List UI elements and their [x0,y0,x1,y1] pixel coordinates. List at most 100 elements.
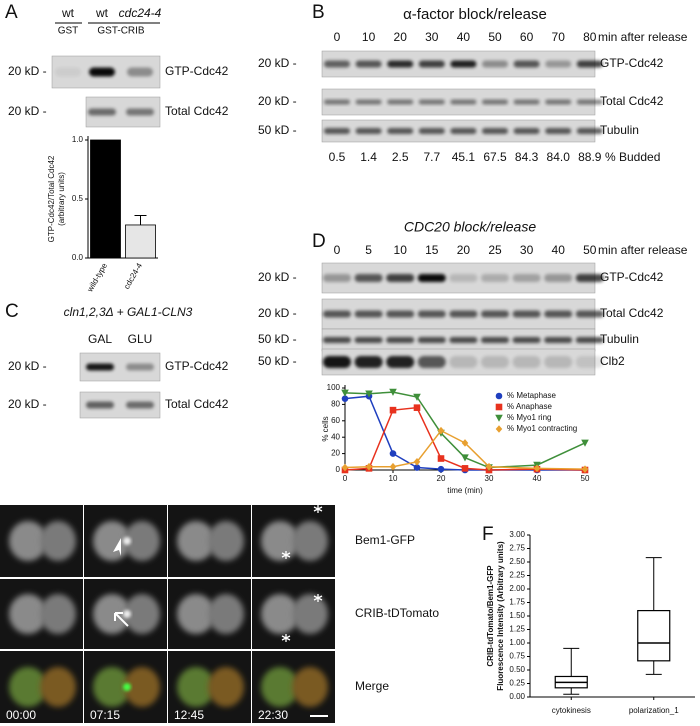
data-point [413,458,421,466]
blot-band [482,60,508,68]
blot-label: Tubulin [600,332,639,346]
y-tick-label: 0.25 [509,679,525,688]
y-tick-label: 60 [331,416,340,425]
blot-band [387,128,414,134]
y-tick-label: 0.0 [72,253,84,262]
blot-band [386,337,415,343]
data-point [413,464,421,471]
y-tick-label: 0 [336,465,341,474]
blot-label: Total Cdc42 [165,397,229,411]
cell [261,594,299,634]
x-tick-label: 10 [389,474,398,483]
blot-band [575,274,604,282]
blot-band [324,128,350,134]
y-tick-label: 1.00 [509,638,525,647]
blot-label: GTP-Cdc42 [600,56,664,70]
data-point [341,389,349,397]
blot-band [418,60,445,68]
data-point [581,465,589,473]
lane-label: cdc24-4 [119,6,162,20]
blot-band [544,310,573,318]
blot-band [482,99,508,105]
time-label: 15 [425,243,439,257]
data-point [437,426,445,435]
cell [292,594,328,634]
bud-neck-signal [123,537,131,545]
blot-band [354,356,383,368]
y-tick-label: 2.25 [509,571,525,580]
time-label: 20 [394,30,408,44]
bud-neck-signal [123,683,131,691]
blot-label: GTP-Cdc42 [165,359,229,373]
whisker-low [563,687,580,695]
time-label: 0 [334,30,341,44]
blot-band [544,337,573,343]
blot-band [387,60,414,68]
cell [93,594,131,634]
blot-band [449,356,478,368]
whisker-low [645,660,662,675]
series-line [344,429,586,470]
blot-band [88,108,116,116]
data-point [389,406,397,414]
y-axis-label: CRIB-tdTomato/Bem1-GFP [486,565,495,667]
blot-band [450,60,477,68]
data-point [581,439,589,447]
marker-label: 50 kD - [258,354,297,368]
y-axis-label: GTP-Cdc42/Total Cdc42 [47,155,56,242]
data-point [389,388,397,396]
legend-marker [495,392,503,400]
blot-band [575,337,604,343]
y-tick-label: 2.75 [509,544,525,553]
blot-label: GTP-Cdc42 [165,64,229,78]
bar [90,139,121,259]
whisker-high [645,557,662,611]
cell [208,521,244,561]
time-label: 5 [365,243,372,257]
asterisk [281,551,291,559]
blot-band [481,274,509,282]
blot-band [512,274,541,282]
blot-band [545,128,572,134]
y-tick-label: 100 [327,383,341,392]
budded-value: 45.1 [452,150,476,164]
data-point [485,462,493,471]
legend-marker [495,403,503,411]
blot-band [323,356,351,368]
blot-label: Total Cdc42 [165,104,229,118]
y-tick-label: 20 [331,449,340,458]
blot-band [576,128,603,134]
marker-label: 20 kD - [258,306,297,320]
cell [40,521,76,561]
y-tick-label: 80 [331,400,340,409]
time-label: 10 [394,243,408,257]
time-label: 25 [488,243,502,257]
blot-band [323,337,351,343]
cell [93,667,131,707]
marker-label: 20 kD - [8,104,47,118]
channel-label: Bem1-GFP [355,533,415,547]
blot-band [544,356,573,368]
time-label: 40 [552,243,566,257]
data-point [437,465,445,473]
time-label: 30 [520,243,534,257]
panel-title: α-factor block/release [403,6,547,23]
legend-marker [495,425,503,433]
blot-band [449,310,478,318]
channel-label: Merge [355,679,389,693]
cell [124,594,160,634]
arrow [114,612,129,627]
asterisk [313,594,323,602]
time-label: 10 [362,30,376,44]
legend-label: % Myo1 ring [507,413,551,422]
marker-label: 20 kD - [8,359,47,373]
panel-label: F [482,524,494,545]
blot-band [386,356,415,368]
blot-band [323,310,351,318]
panel-title: cln1,2,3Δ + GAL1-CLN3 [64,305,193,319]
marker-label: 20 kD - [8,64,47,78]
blot-band [127,67,153,77]
time-label: 0 [334,243,341,257]
time-label: 50 [488,30,502,44]
